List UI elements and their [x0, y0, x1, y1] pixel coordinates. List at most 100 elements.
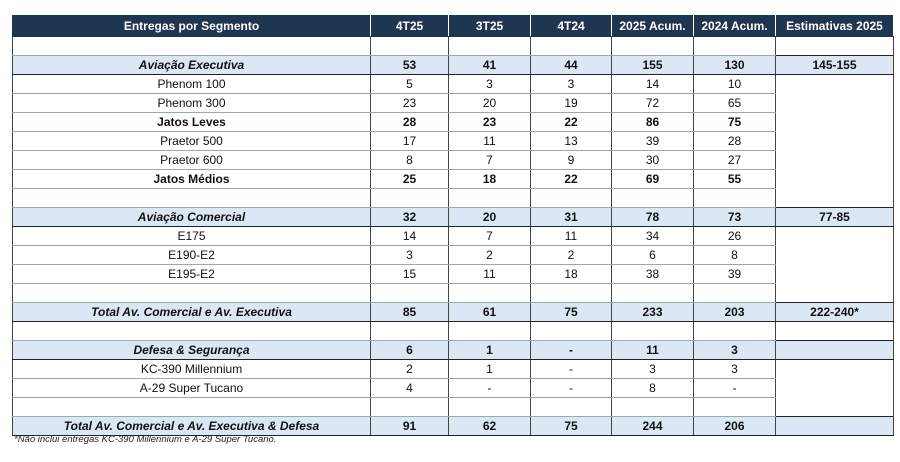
- value-cell: 41: [448, 55, 531, 75]
- value-cell: 8: [611, 378, 694, 398]
- deliveries-table: Entregas por Segmento 4T25 3T25 4T24 2025 Ac…: [12, 15, 894, 436]
- empty-cell: [530, 188, 612, 208]
- value-cell: 91: [370, 416, 449, 436]
- value-cell: 8: [693, 245, 776, 265]
- row-label: Total Av. Comercial e Av. Executiva: [12, 302, 371, 322]
- empty-cell: [370, 36, 449, 56]
- value-cell: 38: [611, 264, 694, 284]
- value-cell: 23: [448, 112, 531, 132]
- data-row: Praetor 600 8 7 9 30 27: [12, 150, 894, 170]
- empty-cell: [775, 226, 894, 246]
- value-cell: -: [530, 359, 612, 379]
- value-cell: 1: [448, 340, 531, 360]
- empty-cell: [448, 397, 531, 417]
- value-cell: 75: [530, 416, 612, 436]
- data-row: Aviação Comercial 32 20 31 78 73 77-85: [12, 207, 894, 227]
- empty-cell: [611, 397, 694, 417]
- value-cell: 55: [693, 169, 776, 189]
- value-cell: 3: [611, 359, 694, 379]
- estimate-cell: 222-240*: [775, 302, 894, 322]
- value-cell: 78: [611, 207, 694, 227]
- value-cell: -: [448, 378, 531, 398]
- value-cell: 39: [611, 131, 694, 151]
- value-cell: 23: [370, 93, 449, 113]
- data-row: Praetor 500 17 11 13 39 28: [12, 131, 894, 151]
- empty-cell: [12, 36, 371, 56]
- value-cell: 1: [448, 359, 531, 379]
- empty-cell: [693, 283, 776, 303]
- empty-cell: [12, 397, 371, 417]
- value-cell: 31: [530, 207, 612, 227]
- data-row: A-29 Super Tucano 4- -8-: [12, 378, 894, 398]
- row-label: Jatos Médios: [12, 169, 371, 189]
- value-cell: 62: [448, 416, 531, 436]
- empty-cell: [775, 131, 894, 151]
- empty-cell: [693, 321, 776, 341]
- data-row: Defesa & Segurança 6 1-11 3: [12, 340, 894, 360]
- value-cell: 20: [448, 207, 531, 227]
- empty-cell: [775, 188, 894, 208]
- empty-cell: [530, 397, 612, 417]
- value-cell: 203: [693, 302, 776, 322]
- data-row: Jatos Leves 28 23 22 86 75: [12, 112, 894, 132]
- value-cell: 53: [370, 55, 449, 75]
- value-cell: 14: [370, 226, 449, 246]
- value-cell: 17: [370, 131, 449, 151]
- value-cell: 22: [530, 112, 612, 132]
- value-cell: 3: [693, 359, 776, 379]
- empty-cell: [611, 283, 694, 303]
- row-label: E195-E2: [12, 264, 371, 284]
- empty-cell: [530, 321, 612, 341]
- value-cell: 72: [611, 93, 694, 113]
- value-cell: 233: [611, 302, 694, 322]
- empty-cell: [775, 74, 894, 94]
- empty-cell: [775, 416, 894, 436]
- empty-cell: [448, 36, 531, 56]
- value-cell: 6: [370, 340, 449, 360]
- empty-cell: [775, 112, 894, 132]
- value-cell: 18: [448, 169, 531, 189]
- empty-cell: [775, 245, 894, 265]
- empty-cell: [775, 169, 894, 189]
- value-cell: 6: [611, 245, 694, 265]
- value-cell: 30: [611, 150, 694, 170]
- value-cell: 10: [693, 74, 776, 94]
- value-cell: 13: [530, 131, 612, 151]
- empty-cell: [775, 150, 894, 170]
- table-wrap: Entregas por Segmento 4T25 3T25 4T24 2025 Ac…: [12, 15, 894, 436]
- value-cell: 65: [693, 93, 776, 113]
- data-row: E175 14 7 11 34 26: [12, 226, 894, 246]
- data-row: Jatos Médios 25 18 22 69 55: [12, 169, 894, 189]
- empty-cell: [370, 397, 449, 417]
- value-cell: -: [530, 378, 612, 398]
- data-row: E190-E2 3 2 2 6 8: [12, 245, 894, 265]
- value-cell: 11: [530, 226, 612, 246]
- table-body: Aviação Executiva 53 41 44 155 130 145-155 Phen…: [12, 36, 894, 436]
- value-cell: 28: [370, 112, 449, 132]
- value-cell: 61: [448, 302, 531, 322]
- data-row: E195-E2 15 11 18 38 39: [12, 264, 894, 284]
- header-cell: 3T25: [448, 15, 531, 37]
- row-label: KC-390 Millennium: [12, 359, 371, 379]
- empty-cell: [530, 36, 612, 56]
- spacer-row: [12, 36, 894, 56]
- row-label: Phenom 300: [12, 93, 371, 113]
- empty-cell: [12, 321, 371, 341]
- header-cell: Entregas por Segmento: [12, 15, 371, 37]
- value-cell: 3: [693, 340, 776, 360]
- value-cell: 19: [530, 93, 612, 113]
- row-label: Praetor 600: [12, 150, 371, 170]
- value-cell: 28: [693, 131, 776, 151]
- value-cell: 7: [448, 150, 531, 170]
- value-cell: 130: [693, 55, 776, 75]
- value-cell: 14: [611, 74, 694, 94]
- value-cell: 34: [611, 226, 694, 246]
- value-cell: 155: [611, 55, 694, 75]
- value-cell: -: [530, 340, 612, 360]
- value-cell: 7: [448, 226, 531, 246]
- value-cell: 2: [448, 245, 531, 265]
- value-cell: 86: [611, 112, 694, 132]
- value-cell: 2: [530, 245, 612, 265]
- empty-cell: [370, 188, 449, 208]
- value-cell: 206: [693, 416, 776, 436]
